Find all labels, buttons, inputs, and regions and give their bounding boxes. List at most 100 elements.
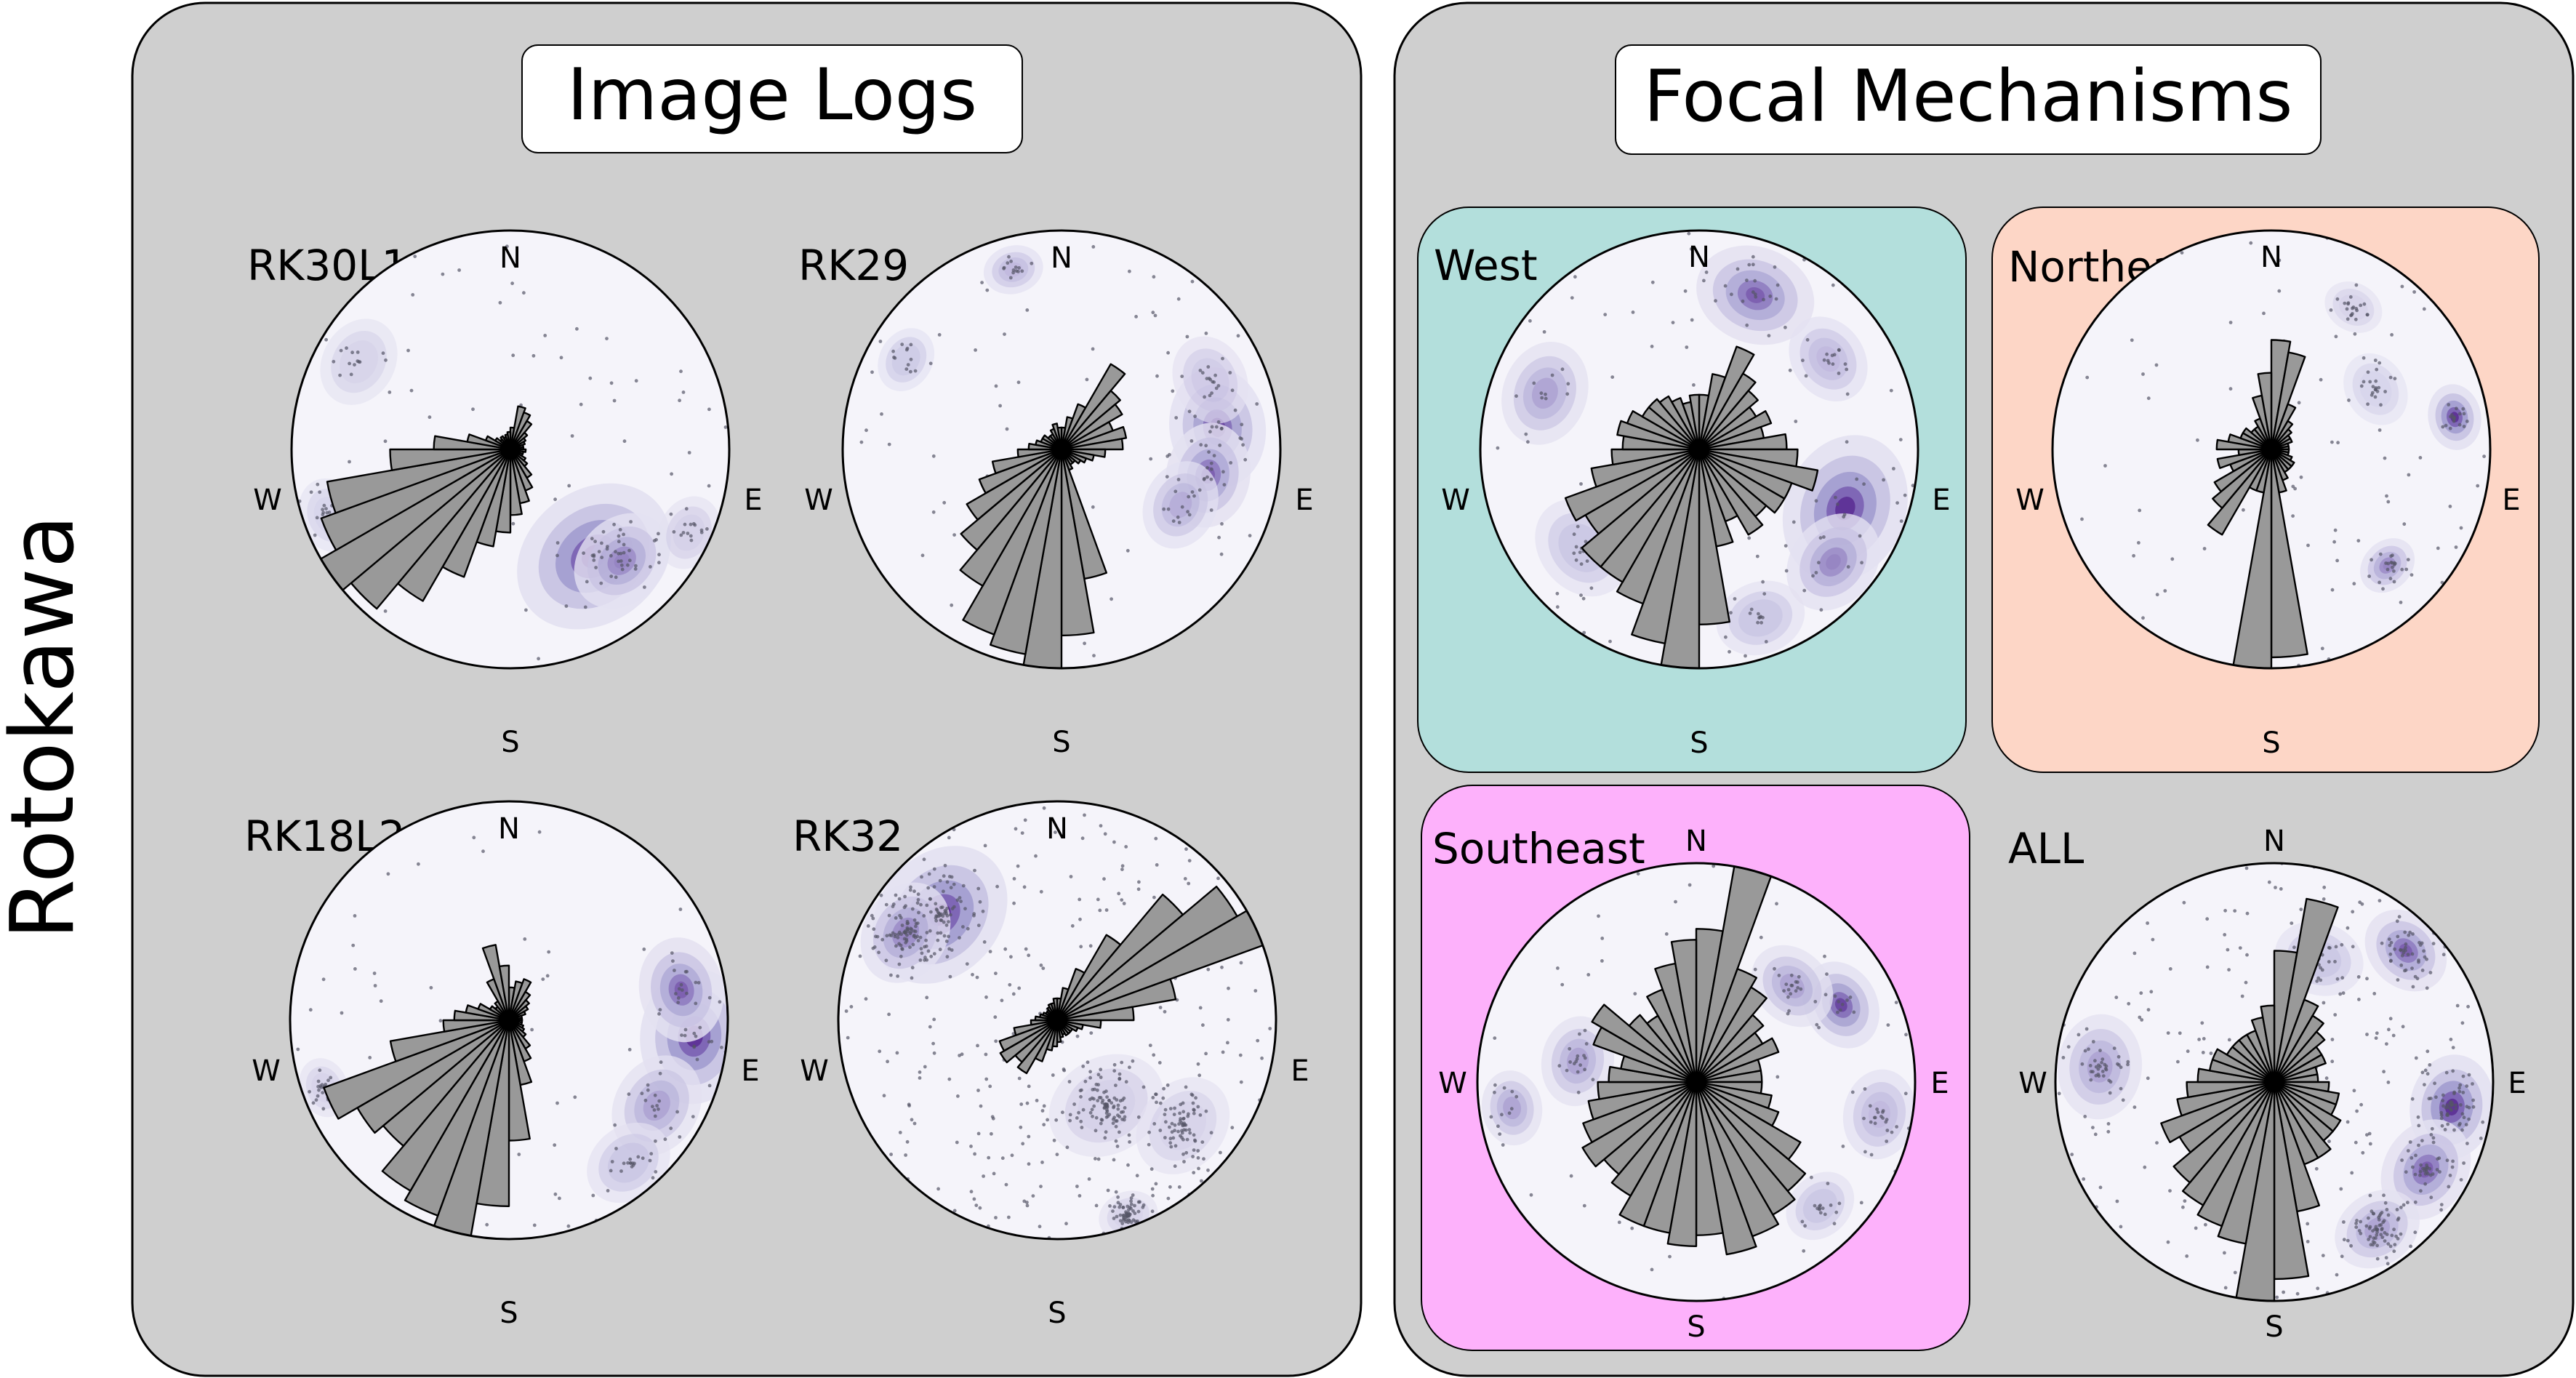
- pole-point: [643, 585, 646, 589]
- pole-point: [2197, 1038, 2202, 1041]
- pole-point: [1198, 1113, 1203, 1117]
- pole-point: [939, 931, 943, 935]
- pole-point: [2388, 375, 2393, 380]
- compass-n: N: [1051, 241, 1072, 275]
- pole-point: [1075, 1034, 1080, 1038]
- pole-point: [2093, 1059, 2097, 1063]
- pole-point: [2406, 1201, 2410, 1205]
- pole-point: [1039, 889, 1043, 894]
- pole-point: [2378, 552, 2383, 556]
- pole-point: [2098, 1049, 2102, 1052]
- pole-point: [1786, 995, 1790, 999]
- pole-point: [517, 1153, 521, 1156]
- pole-point: [2262, 311, 2266, 316]
- pole-point: [2417, 1143, 2420, 1147]
- pole-point: [699, 528, 704, 532]
- pole-point: [2091, 1040, 2095, 1043]
- pole-point: [1248, 534, 1252, 537]
- pole-point: [618, 528, 622, 532]
- pole-point: [411, 293, 415, 297]
- pole-point: [1789, 973, 1794, 977]
- pole-point: [864, 997, 868, 1001]
- pole-point: [2116, 1063, 2121, 1067]
- pole-point: [339, 348, 343, 353]
- pole-point: [2430, 1126, 2434, 1131]
- pole-point: [643, 1098, 648, 1102]
- pole-point: [2454, 1107, 2458, 1110]
- pole-point: [2374, 388, 2378, 392]
- pole-point: [1555, 605, 1560, 609]
- rose-petal: [2273, 1030, 2326, 1083]
- pole-point: [1762, 592, 1767, 596]
- pole-point: [1764, 640, 1768, 644]
- pole-point: [1012, 877, 1016, 881]
- pole-point: [1154, 836, 1158, 841]
- rose-petal: [389, 448, 512, 471]
- pole-point: [1674, 900, 1677, 904]
- pole-point: [2390, 561, 2394, 565]
- density-blob: [891, 343, 920, 376]
- pole-point: [1603, 313, 1608, 316]
- pole-point: [1859, 1201, 1863, 1205]
- pole-point: [1040, 1161, 1044, 1164]
- pole-point: [1128, 1140, 1131, 1144]
- pole-point: [1170, 1121, 1174, 1126]
- pole-point: [849, 1005, 854, 1009]
- pole-point: [2098, 1185, 2103, 1190]
- pole-point: [2357, 1229, 2362, 1233]
- density-blob: [2367, 545, 2407, 585]
- pole-point: [2449, 1107, 2453, 1111]
- pole-point: [2425, 986, 2429, 990]
- pole-point: [1088, 1075, 1092, 1080]
- pole-point: [976, 1089, 980, 1092]
- pole-point: [1899, 519, 1903, 524]
- pole-point: [1689, 247, 1693, 251]
- pole-point: [1773, 966, 1776, 971]
- pole-point: [2070, 1153, 2074, 1156]
- pole-point: [1094, 1129, 1098, 1133]
- rose-petal: [1610, 448, 1701, 466]
- pole-point: [524, 608, 528, 612]
- pole-point: [2448, 505, 2452, 508]
- pole-point: [1204, 444, 1208, 448]
- pole-point: [707, 1083, 712, 1088]
- pole-point: [961, 884, 966, 888]
- pole-point: [510, 281, 514, 286]
- pole-point: [321, 508, 324, 512]
- pole-point: [591, 1193, 595, 1198]
- rose-petal: [1658, 395, 1701, 451]
- pole-point: [2119, 1225, 2123, 1229]
- pole-point: [976, 886, 981, 891]
- pole-point: [950, 603, 954, 607]
- pole-point: [2460, 1112, 2465, 1116]
- pole-point: [2423, 1068, 2428, 1073]
- pole-point: [1556, 966, 1560, 970]
- pole-point: [896, 936, 900, 940]
- pole-point: [918, 1076, 922, 1080]
- pole-point: [2451, 1159, 2455, 1163]
- pole-point: [923, 1065, 927, 1069]
- pole-point: [2089, 1078, 2093, 1082]
- pole-point: [910, 966, 915, 970]
- pole-point: [2461, 1091, 2465, 1094]
- pole-point: [1192, 1171, 1196, 1174]
- pole-point: [2057, 1091, 2061, 1096]
- pole-point: [1105, 1109, 1110, 1113]
- pole-point: [922, 914, 926, 918]
- pole-point: [694, 980, 698, 985]
- pole-point: [1813, 1000, 1818, 1004]
- pole-point: [2346, 1238, 2350, 1243]
- pole-point: [918, 958, 923, 962]
- pole-point: [1885, 1118, 1889, 1122]
- pole-point: [1201, 1023, 1205, 1028]
- compass-e: E: [744, 484, 762, 517]
- stereonet-rk30l1: [290, 229, 731, 670]
- density-blob: [878, 328, 935, 392]
- pole-point: [1025, 1201, 1029, 1204]
- pole-point: [1112, 1105, 1115, 1110]
- rose-petal: [1582, 1081, 1698, 1143]
- rose-diagram: [1581, 865, 1807, 1256]
- pole-point: [2338, 992, 2343, 996]
- pole-point: [2087, 1047, 2090, 1051]
- rose-petal: [506, 430, 512, 451]
